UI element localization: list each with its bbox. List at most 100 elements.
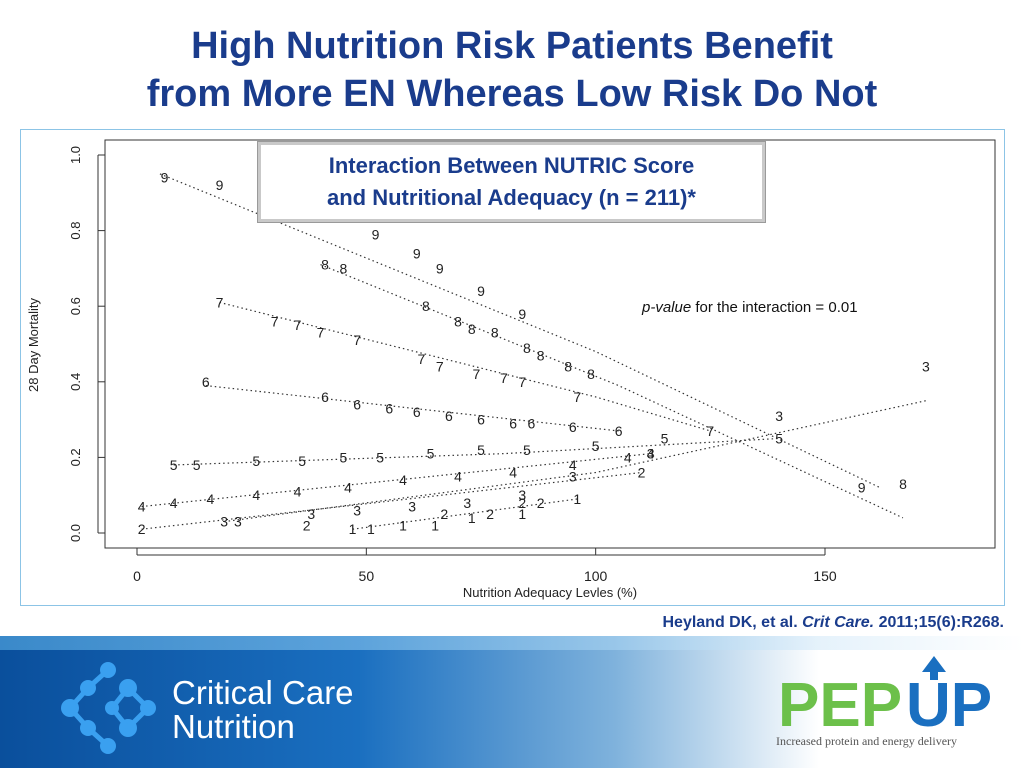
data-point-8: 8 xyxy=(321,257,329,273)
data-point-7: 7 xyxy=(294,317,302,333)
citation-journal: Crit Care. xyxy=(802,614,875,631)
data-point-6: 6 xyxy=(528,415,536,431)
slide-title: High Nutrition Risk Patients Benefit fro… xyxy=(0,22,1024,118)
callout-line1: Interaction Between NUTRIC Score xyxy=(328,153,695,178)
data-point-5: 5 xyxy=(477,442,485,458)
callout-line2: and Nutritional Adequacy (n = 211)* xyxy=(327,185,696,210)
y-tick-label: 0.6 xyxy=(68,297,83,315)
data-point-1: 1 xyxy=(431,517,439,533)
data-point-7: 7 xyxy=(706,423,714,439)
series-line-1 xyxy=(352,498,578,530)
data-point-4: 4 xyxy=(647,446,655,462)
data-point-8: 8 xyxy=(564,359,572,375)
data-point-9: 9 xyxy=(477,283,485,299)
data-point-5: 5 xyxy=(340,449,348,465)
data-point-5: 5 xyxy=(252,453,260,469)
footer-swoosh xyxy=(0,636,1024,650)
data-point-6: 6 xyxy=(569,419,577,435)
data-point-9: 9 xyxy=(413,245,421,261)
data-point-4: 4 xyxy=(294,483,302,499)
series-line-3 xyxy=(224,400,927,523)
data-point-4: 4 xyxy=(624,449,632,465)
data-point-6: 6 xyxy=(321,389,329,405)
data-point-4: 4 xyxy=(206,491,214,507)
data-point-3: 3 xyxy=(234,514,242,530)
data-point-7: 7 xyxy=(417,351,425,367)
data-point-5: 5 xyxy=(592,438,600,454)
citation-ref: 2011;15(6):R268. xyxy=(878,614,1004,631)
pvalue-annotation: p-value for the interaction = 0.01 xyxy=(642,299,858,316)
axes: 0 50 100 150 0.0 0.2 0.4 0.6 0.8 1.0 xyxy=(68,146,837,584)
data-point-1: 1 xyxy=(367,521,375,537)
data-point-3: 3 xyxy=(775,408,783,424)
data-point-4: 4 xyxy=(399,472,407,488)
data-point-7: 7 xyxy=(573,389,581,405)
data-point-9: 9 xyxy=(372,226,380,242)
ccn-line1: Critical Care xyxy=(172,674,354,711)
data-point-6: 6 xyxy=(353,396,361,412)
data-point-5: 5 xyxy=(523,442,531,458)
y-tick-label: 0.2 xyxy=(68,448,83,466)
citation: Heyland DK, et al. Crit Care. 2011;15(6)… xyxy=(662,614,1004,632)
data-point-3: 3 xyxy=(922,359,930,375)
data-point-2: 2 xyxy=(518,495,526,511)
data-point-6: 6 xyxy=(477,412,485,428)
series-line-6 xyxy=(205,384,619,432)
data-point-8: 8 xyxy=(422,298,430,314)
data-point-8: 8 xyxy=(523,340,531,356)
ccn-line2: Nutrition xyxy=(172,708,295,745)
slide-title-line1: High Nutrition Risk Patients Benefit xyxy=(191,25,833,67)
data-point-5: 5 xyxy=(661,431,669,447)
y-tick-label: 0.8 xyxy=(68,222,83,240)
interaction-callout: Interaction Between NUTRIC Score and Nut… xyxy=(257,141,766,223)
data-point-3: 3 xyxy=(353,502,361,518)
pvalue-label: p-value xyxy=(642,299,692,316)
data-point-4: 4 xyxy=(454,468,462,484)
critical-care-nutrition-logo-icon xyxy=(61,662,156,754)
y-tick-label: 0.0 xyxy=(68,524,83,542)
data-point-8: 8 xyxy=(340,260,348,276)
data-point-1: 1 xyxy=(349,521,357,537)
data-point-6: 6 xyxy=(385,400,393,416)
data-point-4: 4 xyxy=(569,457,577,473)
data-point-9: 9 xyxy=(161,170,169,186)
data-point-1: 1 xyxy=(573,491,581,507)
pepup-tagline: Increased protein and energy delivery xyxy=(776,734,958,748)
data-point-4: 4 xyxy=(344,480,352,496)
data-point-8: 8 xyxy=(491,325,499,341)
data-point-2: 2 xyxy=(638,465,646,481)
series-line-7 xyxy=(219,301,711,432)
series-lines xyxy=(141,173,927,530)
data-point-5: 5 xyxy=(427,446,435,462)
data-point-7: 7 xyxy=(271,313,279,329)
y-axis-label: 28 Day Mortality xyxy=(26,298,41,392)
x-tick-label: 150 xyxy=(813,568,837,584)
data-point-2: 2 xyxy=(303,517,311,533)
data-point-5: 5 xyxy=(193,457,201,473)
data-point-1: 1 xyxy=(518,506,526,522)
data-point-2: 2 xyxy=(537,495,545,511)
slide-title-line2: from More EN Whereas Low Risk Do Not xyxy=(146,73,878,115)
data-point-3: 3 xyxy=(647,446,655,462)
data-point-8: 8 xyxy=(537,347,545,363)
data-point-7: 7 xyxy=(473,366,481,382)
data-point-4: 4 xyxy=(509,465,517,481)
data-point-9: 9 xyxy=(216,177,224,193)
data-point-9: 9 xyxy=(436,260,444,276)
data-point-5: 5 xyxy=(376,449,384,465)
data-point-7: 7 xyxy=(317,325,325,341)
data-point-7: 7 xyxy=(216,294,224,310)
data-point-6: 6 xyxy=(509,415,517,431)
pepup-up: UP xyxy=(906,671,992,740)
data-point-2: 2 xyxy=(486,506,494,522)
data-point-3: 3 xyxy=(463,495,471,511)
x-tick-label: 50 xyxy=(359,568,375,584)
pepup-pep: PEP xyxy=(778,671,902,740)
data-point-1: 1 xyxy=(399,517,407,533)
data-point-3: 3 xyxy=(307,506,315,522)
data-point-8: 8 xyxy=(468,321,476,337)
y-tick-label: 1.0 xyxy=(68,146,83,164)
data-point-7: 7 xyxy=(500,370,508,386)
data-point-7: 7 xyxy=(436,359,444,375)
